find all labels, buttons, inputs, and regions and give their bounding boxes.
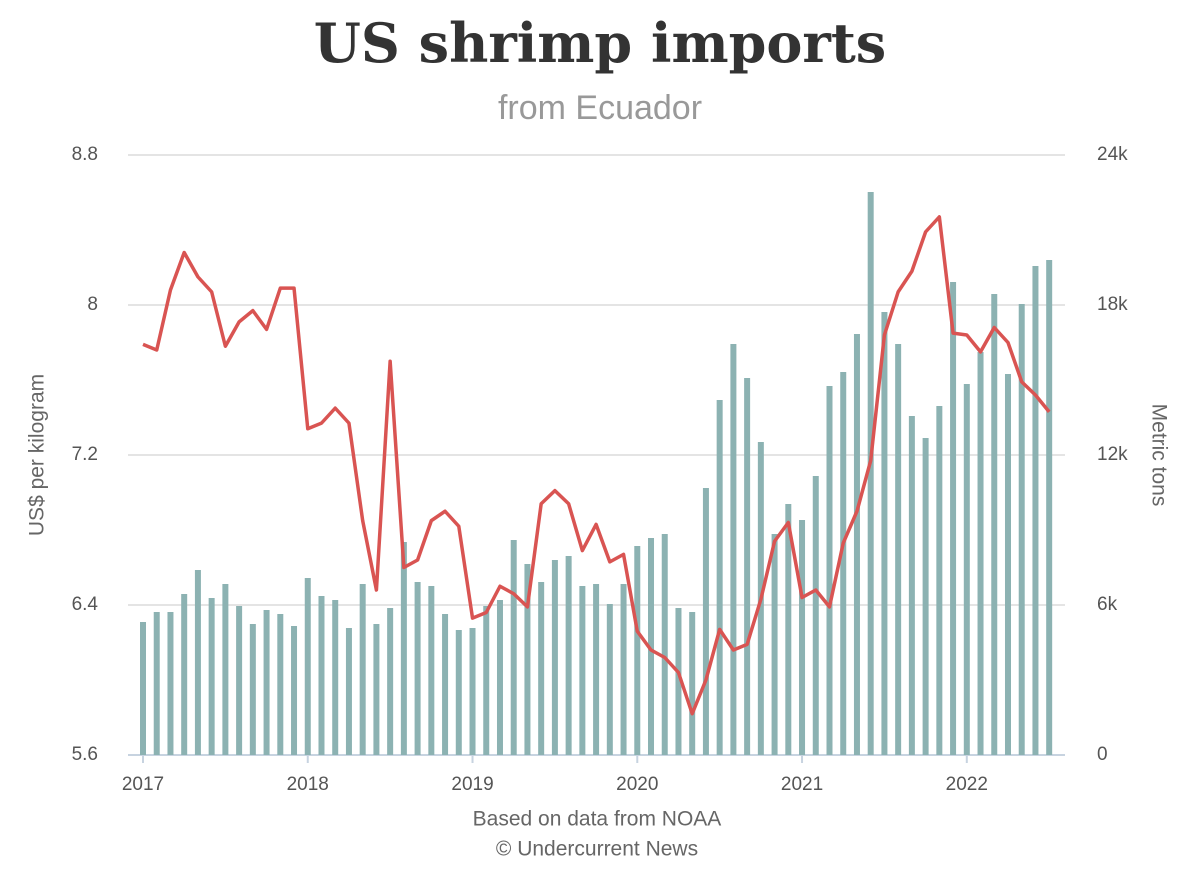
bar	[332, 600, 339, 755]
y-tick-label: 8.8	[72, 144, 98, 165]
bar	[716, 400, 723, 755]
bar	[194, 570, 201, 755]
bar	[222, 584, 229, 755]
x-tick-label: 2017	[122, 774, 164, 795]
bar	[620, 584, 627, 755]
y2-tick-label: 24k	[1097, 144, 1128, 165]
bar	[455, 630, 462, 755]
y2-tick-label: 12k	[1097, 444, 1128, 465]
bar	[345, 628, 352, 755]
bar	[167, 612, 174, 755]
bar	[387, 608, 394, 755]
bar	[689, 612, 696, 755]
bar	[812, 476, 819, 755]
bar	[469, 628, 476, 755]
bar	[153, 612, 160, 755]
x-tick-label: 2021	[781, 774, 823, 795]
bar	[936, 406, 943, 755]
y-tick-label: 6.4	[72, 594, 99, 615]
y-tick-label: 7.2	[72, 444, 98, 465]
bar	[181, 594, 188, 755]
bar	[249, 624, 256, 755]
y-tick-label: 5.6	[72, 744, 98, 765]
chart-title: US shrimp imports	[314, 11, 886, 75]
bar	[483, 606, 490, 755]
bar	[895, 344, 902, 755]
bar	[140, 622, 146, 755]
x-tick-label: 2018	[287, 774, 329, 795]
bar	[991, 294, 998, 755]
line	[142, 215, 1051, 716]
x-tick-label: 2019	[451, 774, 493, 795]
bar	[400, 542, 407, 755]
bar	[675, 608, 682, 755]
x-axis-label: Based on data from NOAA	[473, 808, 722, 831]
bar	[236, 606, 243, 755]
bar	[208, 598, 215, 755]
bar	[730, 344, 737, 755]
bar	[744, 378, 751, 755]
bar	[950, 282, 957, 755]
bar	[853, 334, 860, 755]
bar	[373, 624, 380, 755]
bar	[277, 614, 284, 755]
bar	[648, 538, 655, 755]
bar	[579, 586, 586, 755]
credit: © Undercurrent News	[496, 838, 698, 861]
bar	[291, 626, 298, 755]
bar	[840, 372, 847, 755]
bar	[799, 520, 806, 755]
x-tick-label: 2022	[946, 774, 988, 795]
bar	[785, 504, 792, 755]
bar	[881, 312, 888, 755]
chart-subtitle: from Ecuador	[498, 89, 702, 127]
bar	[634, 546, 641, 755]
y2-tick-label: 0	[1097, 744, 1108, 765]
bar	[661, 534, 668, 755]
bar	[702, 488, 709, 755]
bar	[826, 386, 833, 755]
bar	[551, 560, 558, 755]
bar	[565, 556, 572, 755]
y-axis-label: US$ per kilogram	[26, 374, 49, 536]
bar	[771, 534, 778, 755]
bar	[263, 610, 270, 755]
bar	[963, 384, 970, 755]
bar	[908, 416, 915, 755]
bar	[1046, 260, 1053, 755]
bar	[1032, 266, 1039, 755]
bar	[496, 600, 503, 755]
bar	[593, 584, 600, 755]
bar	[524, 564, 531, 755]
bar	[538, 582, 545, 755]
bar	[304, 578, 311, 755]
bar	[867, 192, 874, 755]
bar	[428, 586, 435, 755]
bar	[1018, 304, 1025, 755]
y2-tick-label: 6k	[1097, 594, 1118, 615]
bar	[1004, 374, 1011, 755]
y2-tick-label: 18k	[1097, 294, 1128, 315]
y-tick-label: 8	[87, 294, 98, 315]
x-tick-label: 2020	[616, 774, 658, 795]
bar	[922, 438, 929, 755]
y2-axis-label: Metric tons	[1147, 404, 1170, 507]
bar	[510, 540, 517, 755]
bar	[318, 596, 325, 755]
bar	[414, 582, 421, 755]
bar	[442, 614, 449, 755]
bar	[606, 604, 613, 755]
bar	[359, 584, 366, 755]
bar	[977, 352, 984, 755]
